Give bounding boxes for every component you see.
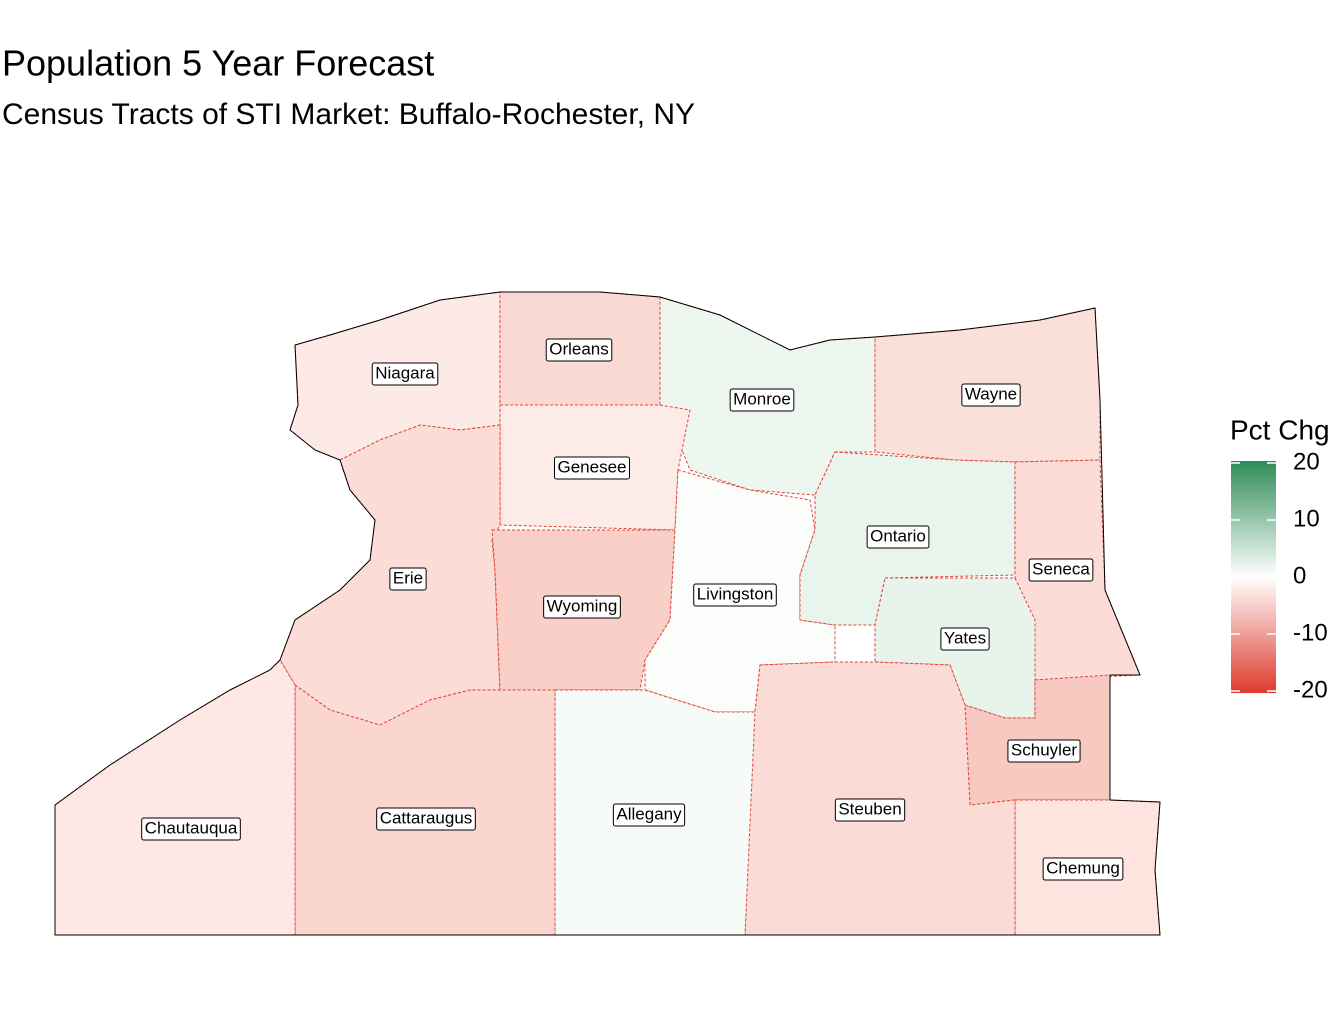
county-label: Orleans xyxy=(545,338,613,362)
county-name: Seneca xyxy=(1032,559,1090,578)
county-label: Schuyler xyxy=(1007,739,1081,763)
label-box xyxy=(545,338,613,362)
county-name: Yates xyxy=(944,628,986,647)
legend-tick-label: 0 xyxy=(1293,562,1306,589)
county-labels: Niagara Orleans Monroe Wayne Genesee Erie Wyom… xyxy=(141,338,1124,881)
county-label: Chemung xyxy=(1042,857,1124,881)
county-label: Allegany xyxy=(612,803,686,827)
legend-tick-label: 10 xyxy=(1293,505,1320,532)
county-name: Monroe xyxy=(733,389,791,408)
legend-tick-label: 20 xyxy=(1293,448,1320,475)
county-name: Allegany xyxy=(616,804,682,823)
label-box xyxy=(834,798,906,822)
label-box xyxy=(554,456,630,480)
subtitle: Census Tracts of STI Market: Buffalo-Roc… xyxy=(2,98,695,131)
label-box xyxy=(141,817,241,841)
county-name: Schuyler xyxy=(1011,740,1077,759)
county-label: Monroe xyxy=(729,388,795,412)
county-name: Niagara xyxy=(375,363,435,382)
label-box xyxy=(389,567,427,591)
label-box xyxy=(729,388,795,412)
county-label: Livingston xyxy=(693,583,777,607)
label-box xyxy=(612,803,686,827)
label-box xyxy=(961,383,1021,407)
legend-tick-label: -10 xyxy=(1293,619,1328,646)
county-label: Erie xyxy=(389,567,427,591)
label-box xyxy=(866,525,930,549)
label-box xyxy=(940,627,990,651)
label-box xyxy=(1042,857,1124,881)
label-box xyxy=(376,807,476,831)
label-box xyxy=(543,595,621,619)
county-name: Ontario xyxy=(870,526,926,545)
state-outline xyxy=(54,291,1161,936)
county-label: Wayne xyxy=(961,383,1021,407)
county-name: Chemung xyxy=(1046,858,1120,877)
title: Population 5 Year Forecast xyxy=(2,43,434,84)
label-box xyxy=(1028,558,1094,582)
county-shape xyxy=(54,659,296,936)
county-name: Chautauqua xyxy=(145,818,238,837)
county-name: Wayne xyxy=(965,384,1017,403)
county-label: Cattaraugus xyxy=(376,807,476,831)
county-label: Steuben xyxy=(834,798,906,822)
label-box xyxy=(371,362,439,386)
legend-tick-label: -20 xyxy=(1293,676,1328,703)
county-label: Niagara xyxy=(371,362,439,386)
county-label: Wyoming xyxy=(543,595,621,619)
map xyxy=(54,291,1161,936)
county-name: Steuben xyxy=(838,799,901,818)
legend: Pct Chg 20 10 0 -10 -20 xyxy=(1230,414,1330,703)
county-name: Erie xyxy=(393,568,423,587)
county-name: Livingston xyxy=(697,584,774,603)
label-box xyxy=(693,583,777,607)
county-name: Cattaraugus xyxy=(380,808,473,827)
county-label: Yates xyxy=(940,627,990,651)
county-label: Seneca xyxy=(1028,558,1094,582)
county-label: Chautauqua xyxy=(141,817,241,841)
county-label: Ontario xyxy=(866,525,930,549)
legend-title: Pct Chg xyxy=(1230,414,1330,445)
county-label: Genesee xyxy=(554,456,630,480)
label-box xyxy=(1007,739,1081,763)
county-name: Genesee xyxy=(558,457,627,476)
county-name: Wyoming xyxy=(547,596,618,615)
county-name: Orleans xyxy=(549,339,609,358)
